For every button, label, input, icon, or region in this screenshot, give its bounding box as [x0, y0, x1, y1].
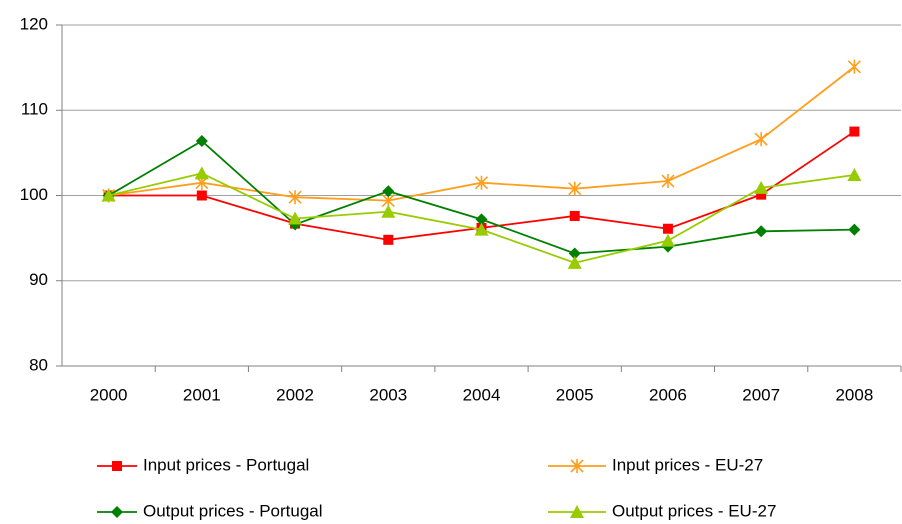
data-point — [567, 255, 582, 269]
series-line — [108, 139, 855, 255]
x-tick-label: 2002 — [276, 385, 314, 404]
data-point — [849, 126, 860, 137]
data-point — [569, 210, 580, 221]
x-tick-label: 2004 — [463, 385, 501, 404]
y-tick-label: 120 — [20, 14, 48, 33]
x-tick-label: 2003 — [369, 385, 407, 404]
data-point — [568, 247, 581, 260]
legend-label: Output prices - Portugal — [143, 501, 323, 520]
y-tick-label: 80 — [29, 355, 48, 374]
data-point — [660, 233, 675, 247]
data-point — [847, 59, 861, 74]
x-tick-label: 2007 — [742, 385, 780, 404]
data-point — [847, 168, 862, 182]
legend-marker — [112, 461, 122, 471]
legend-label: Output prices - EU-27 — [612, 501, 776, 520]
x-tick-label: 2001 — [183, 385, 221, 404]
data-point — [288, 190, 302, 205]
legend-label: Input prices - EU-27 — [612, 455, 763, 474]
x-tick-label: 2006 — [649, 385, 687, 404]
data-point — [568, 181, 582, 196]
legend-marker — [570, 459, 584, 473]
data-point — [382, 185, 395, 198]
data-point — [474, 222, 489, 236]
legend-marker — [111, 506, 123, 518]
data-point — [474, 175, 489, 190]
data-point — [661, 174, 675, 189]
data-point — [194, 166, 209, 180]
y-tick-label: 110 — [21, 100, 48, 119]
data-point — [755, 225, 768, 238]
data-point — [662, 223, 673, 234]
x-tick-label: 2005 — [556, 385, 594, 404]
data-point — [754, 132, 768, 147]
x-tick-label: 2008 — [835, 385, 873, 404]
data-point — [196, 190, 207, 201]
data-point — [754, 180, 769, 194]
legend-marker — [570, 505, 584, 518]
data-point — [383, 234, 394, 245]
data-point — [848, 223, 861, 236]
y-tick-label: 100 — [20, 185, 48, 204]
data-point — [381, 204, 396, 218]
data-point — [288, 211, 303, 225]
data-point — [756, 189, 767, 200]
legend-label: Input prices - Portugal — [143, 455, 309, 474]
data-point — [475, 213, 488, 226]
x-tick-label: 2000 — [90, 385, 128, 404]
data-point — [101, 188, 116, 202]
data-point — [195, 134, 208, 147]
y-tick-label: 90 — [29, 270, 48, 289]
